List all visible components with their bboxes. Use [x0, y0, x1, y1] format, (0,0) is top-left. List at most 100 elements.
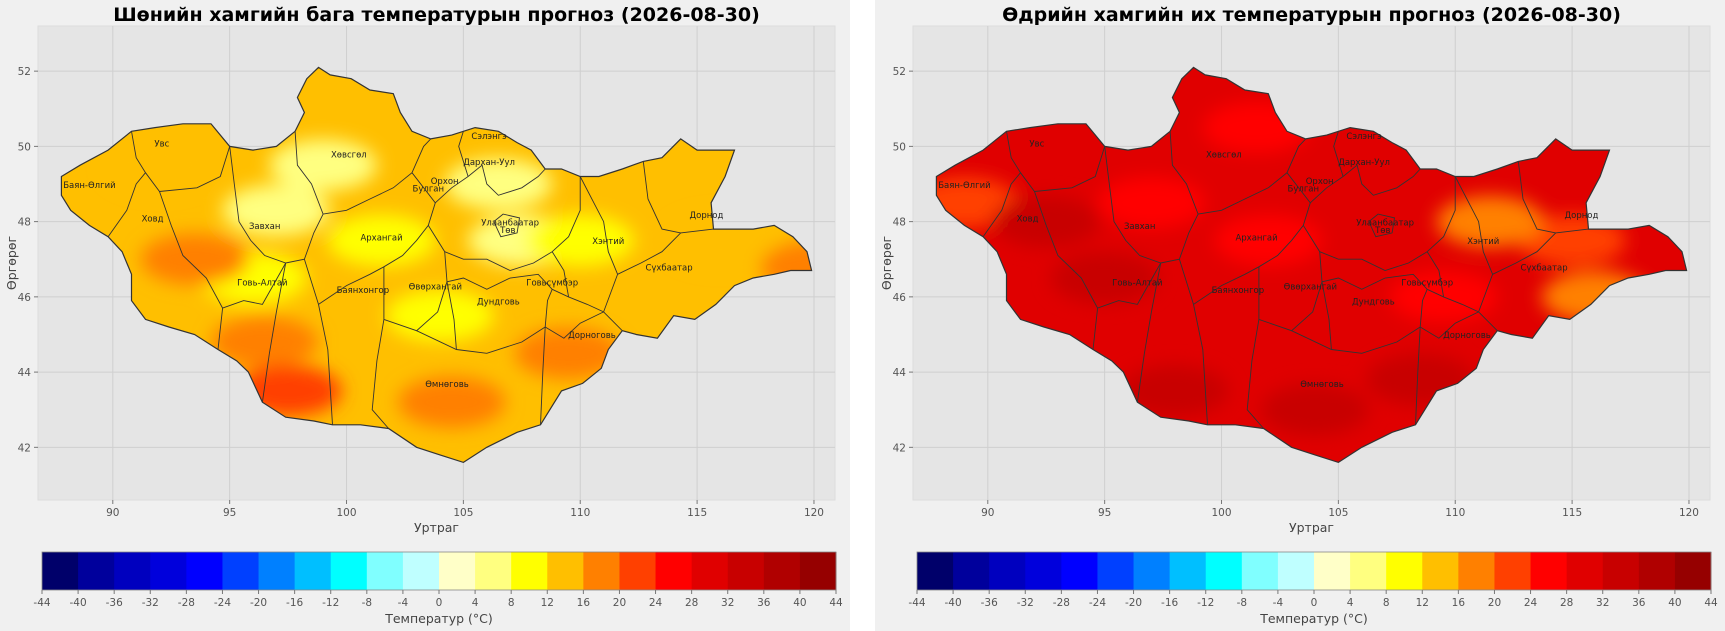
colorbar-tick-label: -32 [142, 597, 159, 609]
region-label: Баянхонгор [1212, 286, 1265, 296]
colorbar-tick-label: -36 [106, 597, 123, 609]
temperature-zone [1261, 384, 1369, 436]
region-label: Төв [1374, 226, 1390, 236]
aimag-boundary [303, 259, 333, 425]
region-label: Сэлэнгэ [1346, 132, 1382, 142]
region-label: Говь-Алтай [237, 279, 287, 289]
region-label: Сүхбаатар [1520, 264, 1567, 274]
region-label: Дундговь [477, 297, 520, 307]
x-tick-label: 120 [804, 507, 824, 519]
colorbar-segment [989, 552, 1026, 590]
x-tick-label: 105 [1328, 507, 1348, 519]
x-tick-label: 120 [1679, 507, 1699, 519]
region-label: Говьсүмбэр [526, 279, 578, 289]
chart-title: Өдрийн хамгийн их температурын прогноз (… [1002, 4, 1621, 26]
region-label: Өмнөговь [1300, 380, 1344, 390]
colorbar-tick-label: -44 [33, 597, 50, 609]
y-tick-label: 48 [893, 217, 906, 229]
colorbar-segment [294, 552, 332, 590]
region-label: Хөвсгөл [331, 151, 367, 161]
colorbar-tick-label: 8 [1383, 597, 1390, 609]
temperature-zone [386, 289, 494, 342]
aimag-boundary [1517, 161, 1556, 234]
colorbar-label: Температур (°C) [384, 611, 493, 626]
aimag-boundary [444, 176, 581, 271]
colorbar-tick-label: 40 [1668, 597, 1681, 609]
colorbar-tick-label: -36 [981, 597, 998, 609]
y-tick-label: 46 [18, 292, 32, 304]
colorbar-segment [1566, 552, 1604, 590]
aimag-boundary [261, 262, 287, 403]
y-tick-label: 42 [893, 442, 906, 454]
country-outline [60, 66, 813, 464]
colorbar-tick-label: 28 [685, 597, 698, 609]
region-label: Сүхбаатар [645, 264, 692, 274]
region-label: Говьсүмбэр [1401, 279, 1453, 289]
temperature-zone [269, 139, 377, 191]
aimag-boundary [552, 288, 604, 313]
colorbar-tick-label: -40 [70, 597, 87, 609]
colorbar-tick-label: -12 [322, 597, 339, 609]
colorbar-segment [1097, 552, 1135, 590]
aimag-boundary [446, 281, 457, 350]
aimag-boundary [540, 326, 546, 425]
x-tick-label: 105 [453, 507, 473, 519]
colorbar-segment [691, 552, 729, 590]
colorbar-segment [1061, 552, 1098, 590]
aimag-boundary [1321, 281, 1332, 350]
colorbar-tick-label: 32 [721, 597, 734, 609]
colorbar-tick-label: -24 [214, 597, 231, 609]
aimag-boundary [1321, 273, 1428, 290]
y-tick-label: 44 [893, 367, 907, 379]
x-tick-label: 110 [1445, 507, 1465, 519]
aimag-boundary [1104, 131, 1199, 264]
temperature-zone [1120, 365, 1229, 417]
colorbar-tick-label: -24 [1089, 597, 1106, 609]
aimag-boundary [323, 138, 432, 215]
colorbar-tick-label: 12 [1416, 597, 1429, 609]
colorbar-segment [799, 552, 837, 590]
region-label: Дархан-Уул [1338, 158, 1390, 168]
region-label: Дорнод [1565, 211, 1599, 221]
temperature-zone [1214, 214, 1323, 267]
region-label: Төв [499, 226, 515, 236]
aimag-boundary [159, 191, 224, 350]
region-label: Дархан-Уул [463, 158, 515, 168]
aimag-boundary [222, 262, 287, 309]
colorbar-tick-label: 4 [472, 597, 479, 609]
aimag-boundary [458, 131, 469, 177]
aimag-boundary [1136, 262, 1162, 403]
colorbar-segment [439, 552, 476, 590]
colorbar-segment [1133, 552, 1171, 590]
colorbar-segment [953, 552, 990, 590]
x-tick-label: 100 [1211, 507, 1231, 519]
colorbar-tick-label: -28 [1053, 597, 1070, 609]
colorbar-segment [1025, 552, 1062, 590]
region-label: Ховд [142, 215, 164, 225]
x-tick-label: 110 [570, 507, 590, 519]
colorbar-tick-label: 44 [829, 597, 843, 609]
colorbar-segment [1494, 552, 1532, 590]
region-label: Баянхонгор [337, 286, 390, 296]
aimag-boundary [1034, 191, 1099, 350]
temperature-zone [444, 158, 553, 210]
aimag-boundary [1333, 131, 1344, 177]
colorbar-segment [42, 552, 79, 590]
colorbar-segment [763, 552, 801, 590]
colorbar-tick-label: 24 [1524, 597, 1538, 609]
colorbar-segment [78, 552, 115, 590]
region-label: Булган [413, 185, 445, 195]
y-axis-label: Өргөрөг [4, 236, 19, 290]
colorbar-tick-label: 20 [613, 597, 626, 609]
country-outline [935, 66, 1688, 464]
colorbar-tick-label: 16 [577, 597, 591, 609]
region-label: Архангай [360, 233, 402, 243]
temperature-zone [105, 139, 214, 191]
region-label: Хэнтий [592, 237, 624, 247]
colorbar-tick-label: -28 [178, 597, 195, 609]
y-tick-label: 46 [893, 292, 907, 304]
colorbar-segment [917, 552, 954, 590]
x-axis-label: Уртраг [1289, 520, 1334, 535]
aimag-boundary [579, 176, 619, 313]
aimag-boundary [1178, 259, 1208, 425]
